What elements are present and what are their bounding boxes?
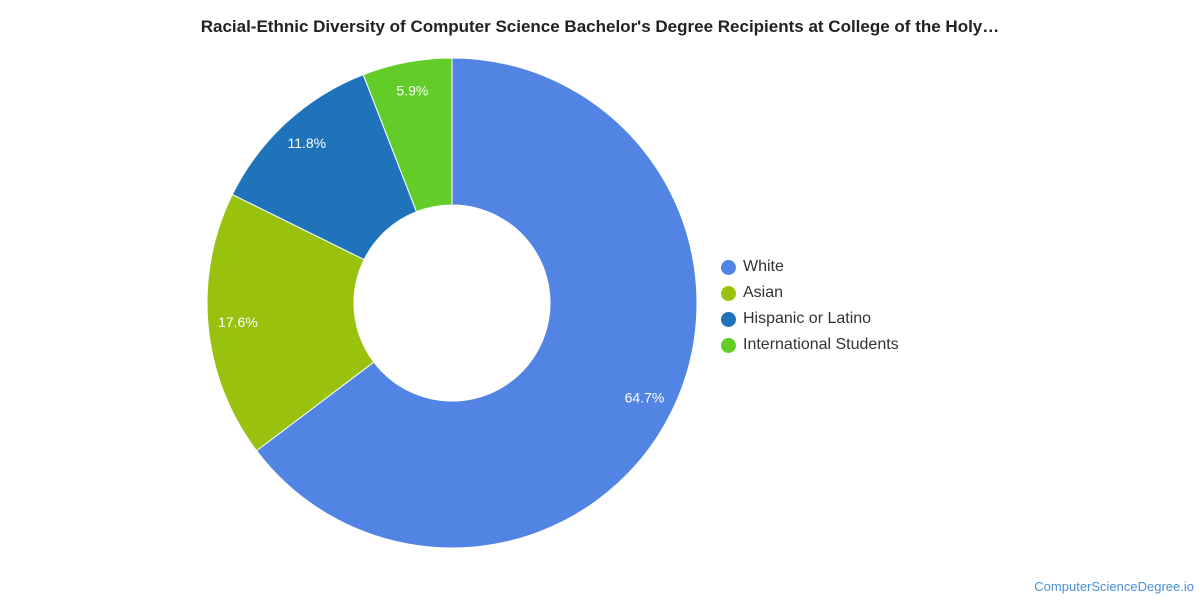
- legend-label: White: [743, 258, 784, 275]
- data-label-international-students: 5.9%: [396, 82, 428, 98]
- legend-label: International Students: [743, 336, 899, 353]
- legend: White Asian Hispanic or Latino Internationa…: [721, 254, 899, 358]
- legend-item-white[interactable]: White: [721, 254, 899, 280]
- legend-swatch-icon: [721, 259, 736, 275]
- legend-swatch-icon: [721, 337, 736, 353]
- legend-item-international-students[interactable]: International Students: [721, 332, 899, 358]
- data-label-white: 64.7%: [625, 390, 665, 406]
- slice-asian[interactable]: [206, 193, 375, 452]
- legend-label: Asian: [743, 284, 784, 301]
- chart-title: Racial-Ethnic Diversity of Computer Scie…: [200, 17, 1000, 36]
- legend-item-asian[interactable]: Asian: [721, 280, 899, 306]
- slices-group: [206, 57, 698, 549]
- data-label-asian: 17.6%: [218, 314, 258, 330]
- legend-swatch-icon: [721, 311, 736, 327]
- data-label-hispanic-or-latino: 11.8%: [287, 135, 326, 151]
- legend-swatch-icon: [721, 285, 736, 301]
- legend-item-hispanic-or-latino[interactable]: Hispanic or Latino: [721, 306, 899, 332]
- labels-group: 64.7% 17.6% 11.8% 5.9%: [218, 82, 664, 405]
- slice-international-students[interactable]: [362, 57, 453, 213]
- slice-white[interactable]: [255, 57, 698, 549]
- slice-hispanic-or-latino[interactable]: [231, 73, 418, 261]
- legend-label: Hispanic or Latino: [743, 310, 872, 327]
- source-credit[interactable]: ComputerScienceDegree.io: [1034, 579, 1194, 594]
